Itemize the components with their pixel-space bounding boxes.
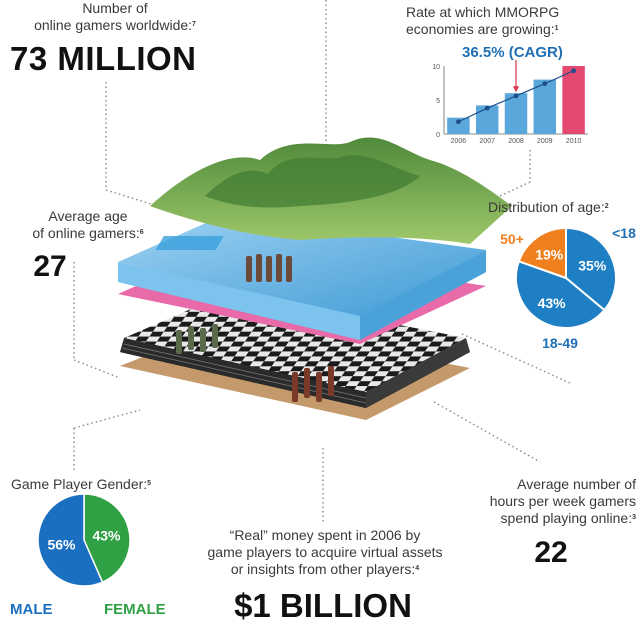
- hours-per-week-label: Average number of hours per week gamers …: [470, 476, 636, 527]
- age-slice-1: [515, 260, 606, 329]
- real-money-label: “Real” money spent in 2006 by game playe…: [194, 527, 456, 578]
- y-tick-label: 10: [432, 64, 440, 71]
- bar-2008: [504, 93, 528, 134]
- mmorpg-growth-footnote: 1: [554, 25, 559, 32]
- y-tick-label: 0: [436, 132, 440, 139]
- hours-footnote: 3: [632, 514, 636, 521]
- real-money-value: $1 BILLION: [234, 587, 412, 624]
- average-age-footnote: 6: [139, 229, 144, 236]
- age-slice-value-0: 35%: [578, 258, 607, 274]
- hours-per-week-value: 22: [534, 536, 568, 569]
- online-gamers-footnote: 7: [192, 21, 196, 28]
- hours-label-line3: spend playing online:: [500, 510, 633, 526]
- online-gamers-label-line2: online gamers worldwide:: [34, 17, 193, 33]
- age-distribution-label-text: Distribution of age:: [488, 199, 605, 215]
- bar-2009: [533, 79, 557, 134]
- age-slice-label-1: 18-49: [542, 335, 578, 350]
- cagr-arrow-head: [513, 86, 519, 93]
- age-distribution-footnote: 2: [604, 203, 609, 210]
- gender-label-text: Game Player Gender:: [11, 476, 148, 492]
- age-slice-value-1: 43%: [538, 295, 567, 311]
- gender-pie-chart: 43% 56% MALE FEMALE: [10, 493, 166, 618]
- mmorpg-growth-bar-chart: 0 5 10 2006 2007 2008 2009 2010: [432, 60, 588, 144]
- gender-slice-value-male: 56%: [47, 537, 76, 553]
- online-gamers-label-line1: Number of: [82, 0, 148, 16]
- trend-point-2009: [542, 81, 548, 87]
- real-money-label-line1: “Real” money spent in 2006 by: [229, 527, 421, 543]
- trend-point-2006: [456, 119, 461, 125]
- age-slice-0: [565, 226, 617, 312]
- gender-footnote: 5: [147, 480, 152, 487]
- real-money-footnote: 4: [415, 565, 420, 572]
- age-slice-label-0: <18: [612, 225, 636, 241]
- trend-point-2010: [571, 68, 576, 74]
- hours-label-line1: Average number of: [517, 476, 636, 492]
- x-tick-label-2008: 2008: [508, 138, 524, 144]
- x-tick-label-2006: 2006: [451, 138, 467, 144]
- avatar-figures: [176, 254, 334, 402]
- mmorpg-cagr-title: 36.5% (CAGR): [462, 44, 563, 61]
- age-slice-2: [517, 226, 567, 280]
- x-tick-label-2010: 2010: [566, 138, 582, 144]
- real-money-label-line3: or insights from other players:: [230, 561, 416, 577]
- online-gamers-value: 73 MILLION: [10, 40, 197, 77]
- terrain-layer: [150, 137, 512, 250]
- mmorpg-growth-label-line1: Rate at which MMORPG: [406, 4, 560, 20]
- gender-label: Game Player Gender:5: [11, 476, 151, 493]
- average-age-label-line1: Average age: [48, 208, 128, 224]
- online-gamers-label: Number of online gamers worldwide:7: [10, 0, 220, 34]
- average-age-label-line2: of online gamers:: [32, 225, 140, 241]
- mmorpg-growth-label: Rate at which MMORPG economies are growi…: [406, 4, 630, 38]
- real-money-label-line2: game players to acquire virtual assets: [207, 544, 443, 560]
- gender-label-male: MALE: [10, 601, 53, 618]
- average-age-value: 27: [33, 250, 67, 283]
- hours-label-line2: hours per week gamers: [489, 493, 636, 509]
- gender-slice-value-female: 43%: [92, 527, 121, 543]
- mmorpg-growth-label-line2: economies are growing:: [406, 21, 555, 37]
- x-tick-label-2009: 2009: [537, 138, 553, 144]
- age-distribution-label: Distribution of age:2: [488, 199, 609, 216]
- age-slice-value-2: 19%: [535, 246, 564, 262]
- age-distribution-pie-chart: 35% 43% 19% <18 18-49 50+: [500, 225, 636, 350]
- bar-2010: [562, 66, 585, 134]
- average-age-label: Average age of online gamers:6: [18, 208, 158, 242]
- gender-label-female: FEMALE: [104, 601, 166, 618]
- bar-2006: [447, 117, 470, 134]
- x-tick-label-2007: 2007: [479, 138, 495, 144]
- y-tick-label: 5: [436, 98, 440, 105]
- gender-slice-male: [37, 493, 104, 587]
- trend-point-2008: [513, 93, 519, 99]
- trend-point-2007: [484, 105, 490, 111]
- age-slice-label-2: 50+: [500, 231, 524, 247]
- gender-slice-female: [83, 493, 131, 584]
- bar-2007: [475, 105, 499, 134]
